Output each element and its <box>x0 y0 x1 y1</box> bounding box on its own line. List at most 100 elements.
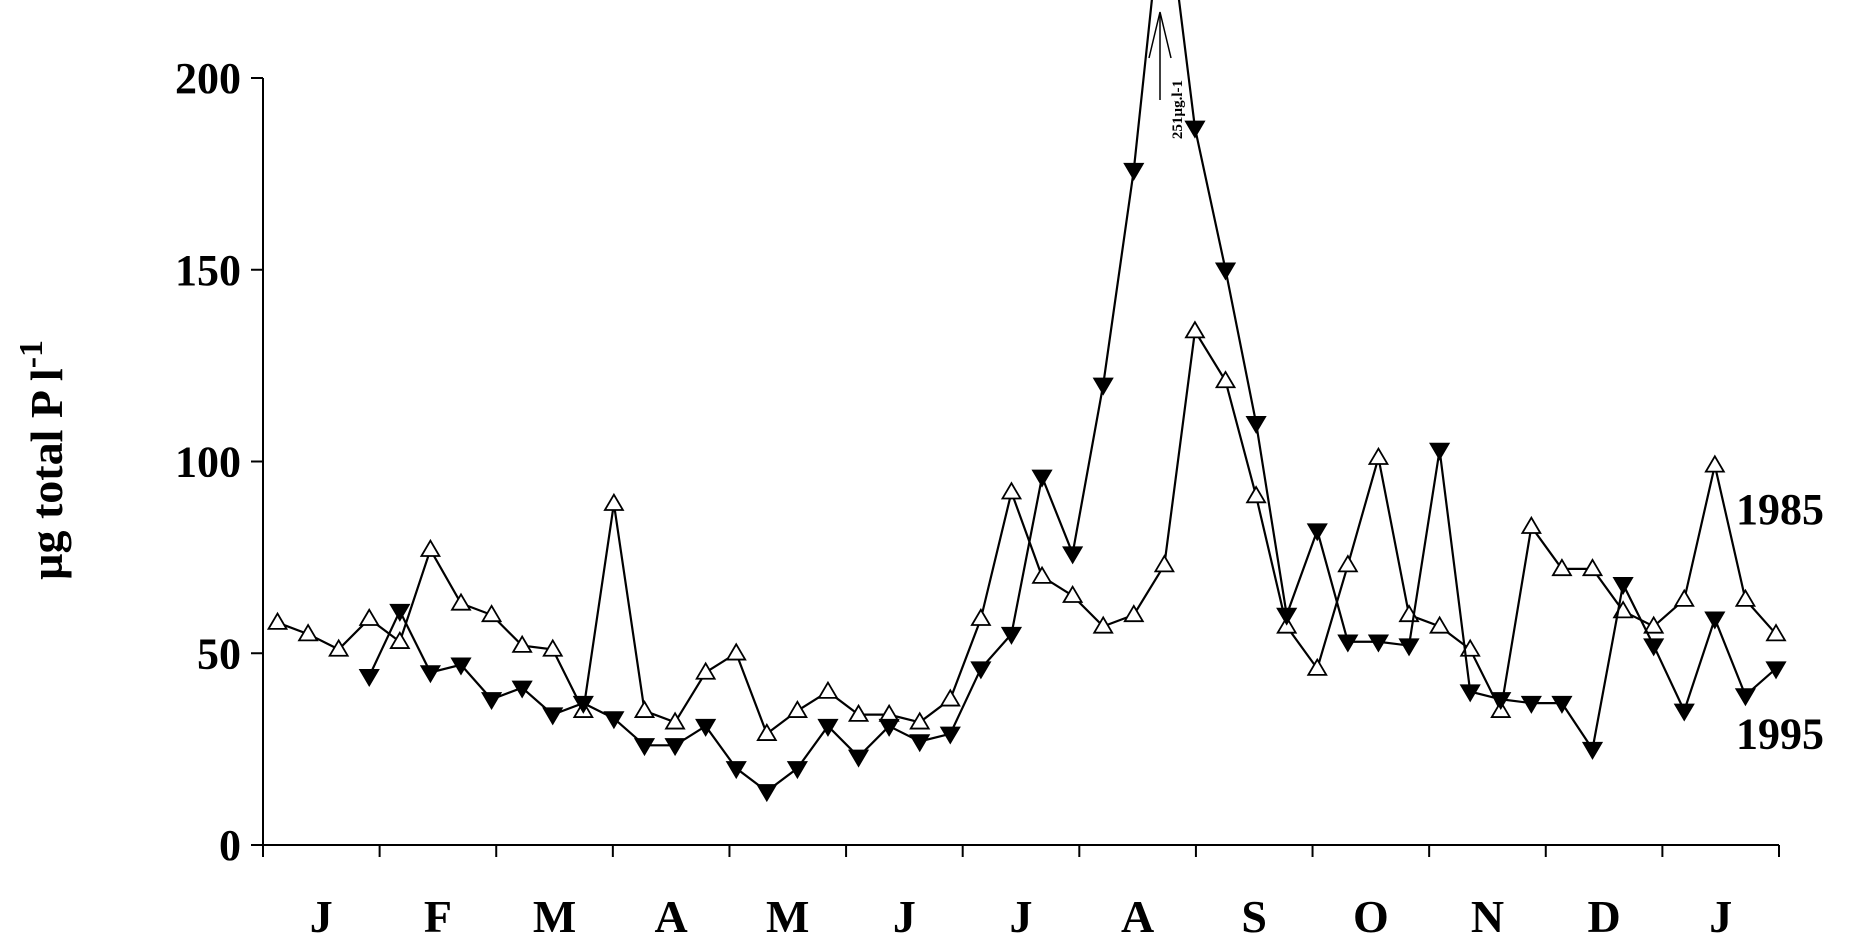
data-point <box>1367 446 1390 465</box>
x-tick-label: S <box>1241 891 1267 937</box>
data-point <box>847 749 870 768</box>
data-point <box>786 761 808 780</box>
data-point <box>633 738 656 757</box>
data-point <box>1000 481 1023 500</box>
data-point <box>939 688 961 707</box>
x-tick-label: M <box>766 891 809 937</box>
data-point <box>1490 692 1512 711</box>
data-point <box>450 592 472 611</box>
data-point <box>756 723 778 741</box>
y-tick-label: 0 <box>219 821 241 870</box>
data-point <box>786 699 808 718</box>
data-point <box>909 711 931 730</box>
series-line <box>277 327 1777 736</box>
data-point <box>725 642 747 661</box>
x-tick-label: J <box>1709 891 1732 937</box>
data-point <box>1306 657 1328 676</box>
data-point <box>1734 688 1756 707</box>
data-point <box>817 718 839 737</box>
y-axis-label-main: µg total P l <box>21 368 72 580</box>
data-point <box>419 538 441 557</box>
data-point <box>1367 634 1390 653</box>
data-point <box>542 638 564 657</box>
data-point <box>1092 615 1114 634</box>
data-point <box>1000 626 1023 645</box>
data-point <box>1429 615 1451 634</box>
data-point <box>1643 615 1665 634</box>
x-tick-label: M <box>533 891 576 937</box>
data-point <box>1459 684 1481 703</box>
y-tick-label: 200 <box>175 54 241 103</box>
data-point <box>1214 262 1237 281</box>
data-point <box>1765 623 1787 642</box>
data-point <box>603 711 625 730</box>
data-point <box>1245 485 1267 504</box>
data-point <box>1551 695 1573 714</box>
data-point <box>572 695 594 714</box>
x-tick-label: F <box>424 891 452 937</box>
y-axis-label: µg total P l-1 <box>13 340 72 580</box>
annotation: 251µg.l-1 <box>1170 80 1186 139</box>
x-tick-label: A <box>655 891 688 937</box>
data-point <box>1031 469 1053 488</box>
y-tick-label: 150 <box>175 246 241 295</box>
data-point <box>603 492 625 511</box>
x-tick-label: J <box>1010 891 1033 937</box>
data-point <box>1551 558 1573 577</box>
data-point <box>878 718 900 737</box>
plot-area <box>266 0 1787 803</box>
data-point <box>1184 320 1206 339</box>
data-point <box>1031 565 1053 584</box>
data-point <box>1062 584 1084 603</box>
data-point <box>1184 120 1206 139</box>
annotation-arrowhead <box>1148 11 1172 59</box>
data-point <box>817 680 839 699</box>
data-point <box>1673 703 1695 722</box>
data-point <box>1429 442 1451 461</box>
data-point <box>1520 515 1542 534</box>
data-point <box>1306 523 1328 542</box>
x-tick-label: J <box>310 891 333 937</box>
data-point <box>1704 611 1726 630</box>
data-point <box>878 703 900 722</box>
data-point <box>1765 661 1787 680</box>
data-point <box>542 707 564 726</box>
x-tick-label: J <box>893 891 916 937</box>
data-point <box>1245 415 1267 434</box>
data-point <box>1092 377 1114 396</box>
data-point <box>664 738 686 757</box>
data-point <box>389 603 411 622</box>
y-axis-label-sup: -1 <box>13 340 50 368</box>
data-point <box>389 630 411 649</box>
series-label: 1985 <box>1736 485 1824 534</box>
data-point <box>1276 607 1298 626</box>
data-point <box>695 718 717 737</box>
x-tick-label: D <box>1587 891 1620 937</box>
data-point <box>1520 695 1542 714</box>
x-tick-label: N <box>1471 891 1504 937</box>
data-point <box>664 711 686 730</box>
data-point <box>1704 454 1726 473</box>
data-point <box>1123 162 1145 181</box>
data-point <box>847 703 870 722</box>
data-point <box>1734 588 1756 607</box>
series-label: 1995 <box>1736 710 1824 759</box>
data-point <box>480 604 503 623</box>
data-point <box>909 734 931 753</box>
data-point <box>450 657 472 676</box>
data-point <box>1337 634 1359 653</box>
data-point <box>725 761 747 780</box>
data-point <box>511 634 533 653</box>
data-point <box>970 661 992 680</box>
data-point <box>1153 554 1175 573</box>
data-point <box>1123 604 1145 623</box>
data-point <box>358 669 380 688</box>
data-point <box>1062 546 1084 565</box>
data-point <box>1337 554 1359 573</box>
data-point <box>419 665 441 684</box>
data-point <box>1673 588 1695 607</box>
data-point <box>1581 558 1604 577</box>
data-point <box>939 726 961 745</box>
data-point <box>358 607 380 626</box>
